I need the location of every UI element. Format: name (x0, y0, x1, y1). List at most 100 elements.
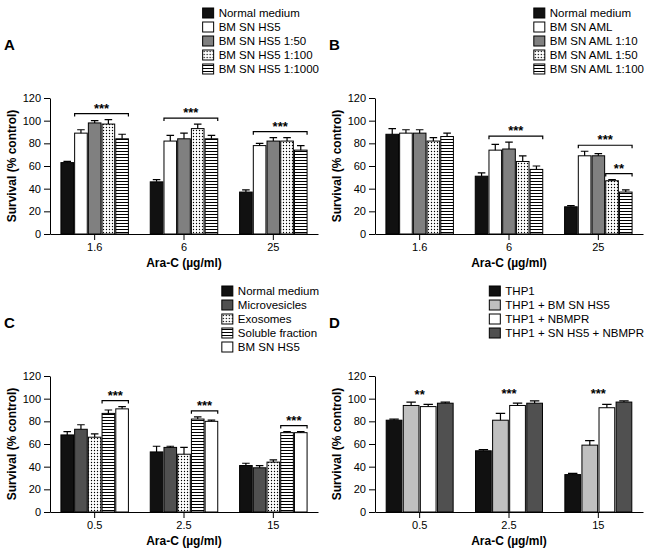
bar (164, 447, 177, 512)
y-axis-title: Survival (% control) (5, 388, 19, 501)
error-bar (118, 134, 126, 139)
bar (102, 124, 115, 234)
error-bar (105, 410, 113, 413)
figure: 0204060801001201.6625*********Survival (… (0, 0, 650, 556)
bar (592, 156, 605, 234)
bar (150, 182, 163, 234)
legend-label: Normal medium (219, 7, 300, 19)
y-tick-label: 20 (354, 205, 366, 217)
x-tick-label: 25 (592, 241, 604, 253)
error-bar (568, 473, 577, 474)
y-tick-label: 120 (23, 370, 41, 382)
legend-item: Exosomes (222, 313, 292, 325)
bar (565, 475, 581, 512)
legend-label: BM SN AML 1:50 (550, 49, 638, 61)
bar (599, 408, 615, 512)
error-bar (63, 161, 71, 162)
bar-series (116, 407, 307, 512)
panel: 0204060801001200.52.515********Survival … (329, 285, 644, 548)
y-tick-mark (369, 211, 375, 212)
error-bar (77, 425, 85, 430)
error-bar (443, 133, 451, 136)
legend-swatch (489, 328, 500, 338)
x-axis-title: Ara-C (µg/ml) (471, 534, 547, 548)
bar (578, 156, 591, 234)
y-axis-title: Survival (% control) (330, 388, 344, 501)
error-bar (585, 441, 594, 446)
y-tick-label: 60 (29, 438, 41, 450)
bar (530, 169, 543, 234)
y-tick-label: 40 (29, 183, 41, 195)
error-bar (208, 420, 216, 421)
bar (516, 161, 529, 234)
bar (437, 403, 453, 512)
legend-label: BM SN HS5 1:100 (219, 49, 313, 61)
significance-label: *** (183, 105, 199, 120)
error-bar (180, 447, 188, 454)
y-tick: 0 (360, 506, 375, 518)
error-bar (242, 463, 250, 465)
bar (527, 403, 543, 512)
y-tick: 40 (354, 461, 375, 473)
bar (441, 137, 454, 234)
error-bar (77, 130, 85, 133)
y-axis-title: Survival (% control) (5, 110, 19, 223)
legend: Normal mediumMicrovesiclesExosomesSolubl… (222, 285, 319, 353)
error-bar (581, 151, 589, 156)
bar-series (116, 134, 307, 234)
legend-swatch (222, 314, 233, 324)
y-tick-label: 40 (354, 461, 366, 473)
legend-item: THP1 + BM SN HS5 (489, 299, 610, 311)
bar (178, 139, 191, 234)
y-tick-mark (369, 467, 375, 468)
legend-item: BM SN AML 1:10 (534, 35, 638, 47)
y-tick-mark (369, 98, 375, 99)
bar (582, 445, 598, 512)
y-tick-mark (44, 234, 50, 235)
error-bar (91, 434, 99, 437)
bar (240, 192, 253, 234)
error-bar (595, 154, 603, 156)
x-tick: 25 (592, 234, 604, 253)
y-axis-line (50, 377, 51, 513)
y-tick: 80 (354, 415, 375, 427)
x-tick-mark (184, 234, 185, 240)
y-axis: 020406080100120 (23, 92, 51, 240)
error-bar (533, 166, 541, 169)
legend-swatch (534, 22, 545, 32)
bar (240, 466, 253, 512)
y-tick: 20 (354, 205, 375, 217)
y-tick-mark (44, 444, 50, 445)
y-tick-label: 20 (29, 483, 41, 495)
y-tick: 120 (348, 92, 375, 104)
y-tick: 100 (23, 393, 50, 405)
bar-series (88, 121, 279, 234)
legend-label: BM SN HS5 1:1000 (219, 63, 319, 75)
bar (420, 407, 436, 512)
x-tick-label: 15 (267, 519, 279, 531)
y-tick: 60 (29, 438, 50, 450)
y-tick: 40 (354, 183, 375, 195)
significance-label: *** (197, 398, 213, 413)
x-tick-label: 25 (267, 241, 279, 253)
bar (427, 141, 440, 234)
bar-series (61, 432, 252, 512)
bar (503, 149, 516, 234)
y-axis: 020406080100120 (348, 92, 376, 240)
y-tick-label: 60 (354, 438, 366, 450)
significance-label: *** (94, 101, 110, 116)
x-tick-mark (419, 512, 420, 518)
y-axis-line (375, 99, 376, 235)
x-tick-mark (509, 234, 510, 240)
legend-label: BM SN AML 1:100 (550, 63, 644, 75)
y-tick-mark (44, 189, 50, 190)
legend-label: Normal medium (238, 285, 319, 297)
y-tick-label: 100 (23, 393, 41, 405)
error-bar (388, 129, 396, 135)
bar (191, 419, 204, 512)
x-tick: 25 (267, 234, 279, 253)
legend-label: Microvesicles (238, 299, 307, 311)
y-tick-label: 60 (354, 160, 366, 172)
error-bar (270, 460, 278, 462)
x-tick: 1.6 (87, 234, 102, 253)
